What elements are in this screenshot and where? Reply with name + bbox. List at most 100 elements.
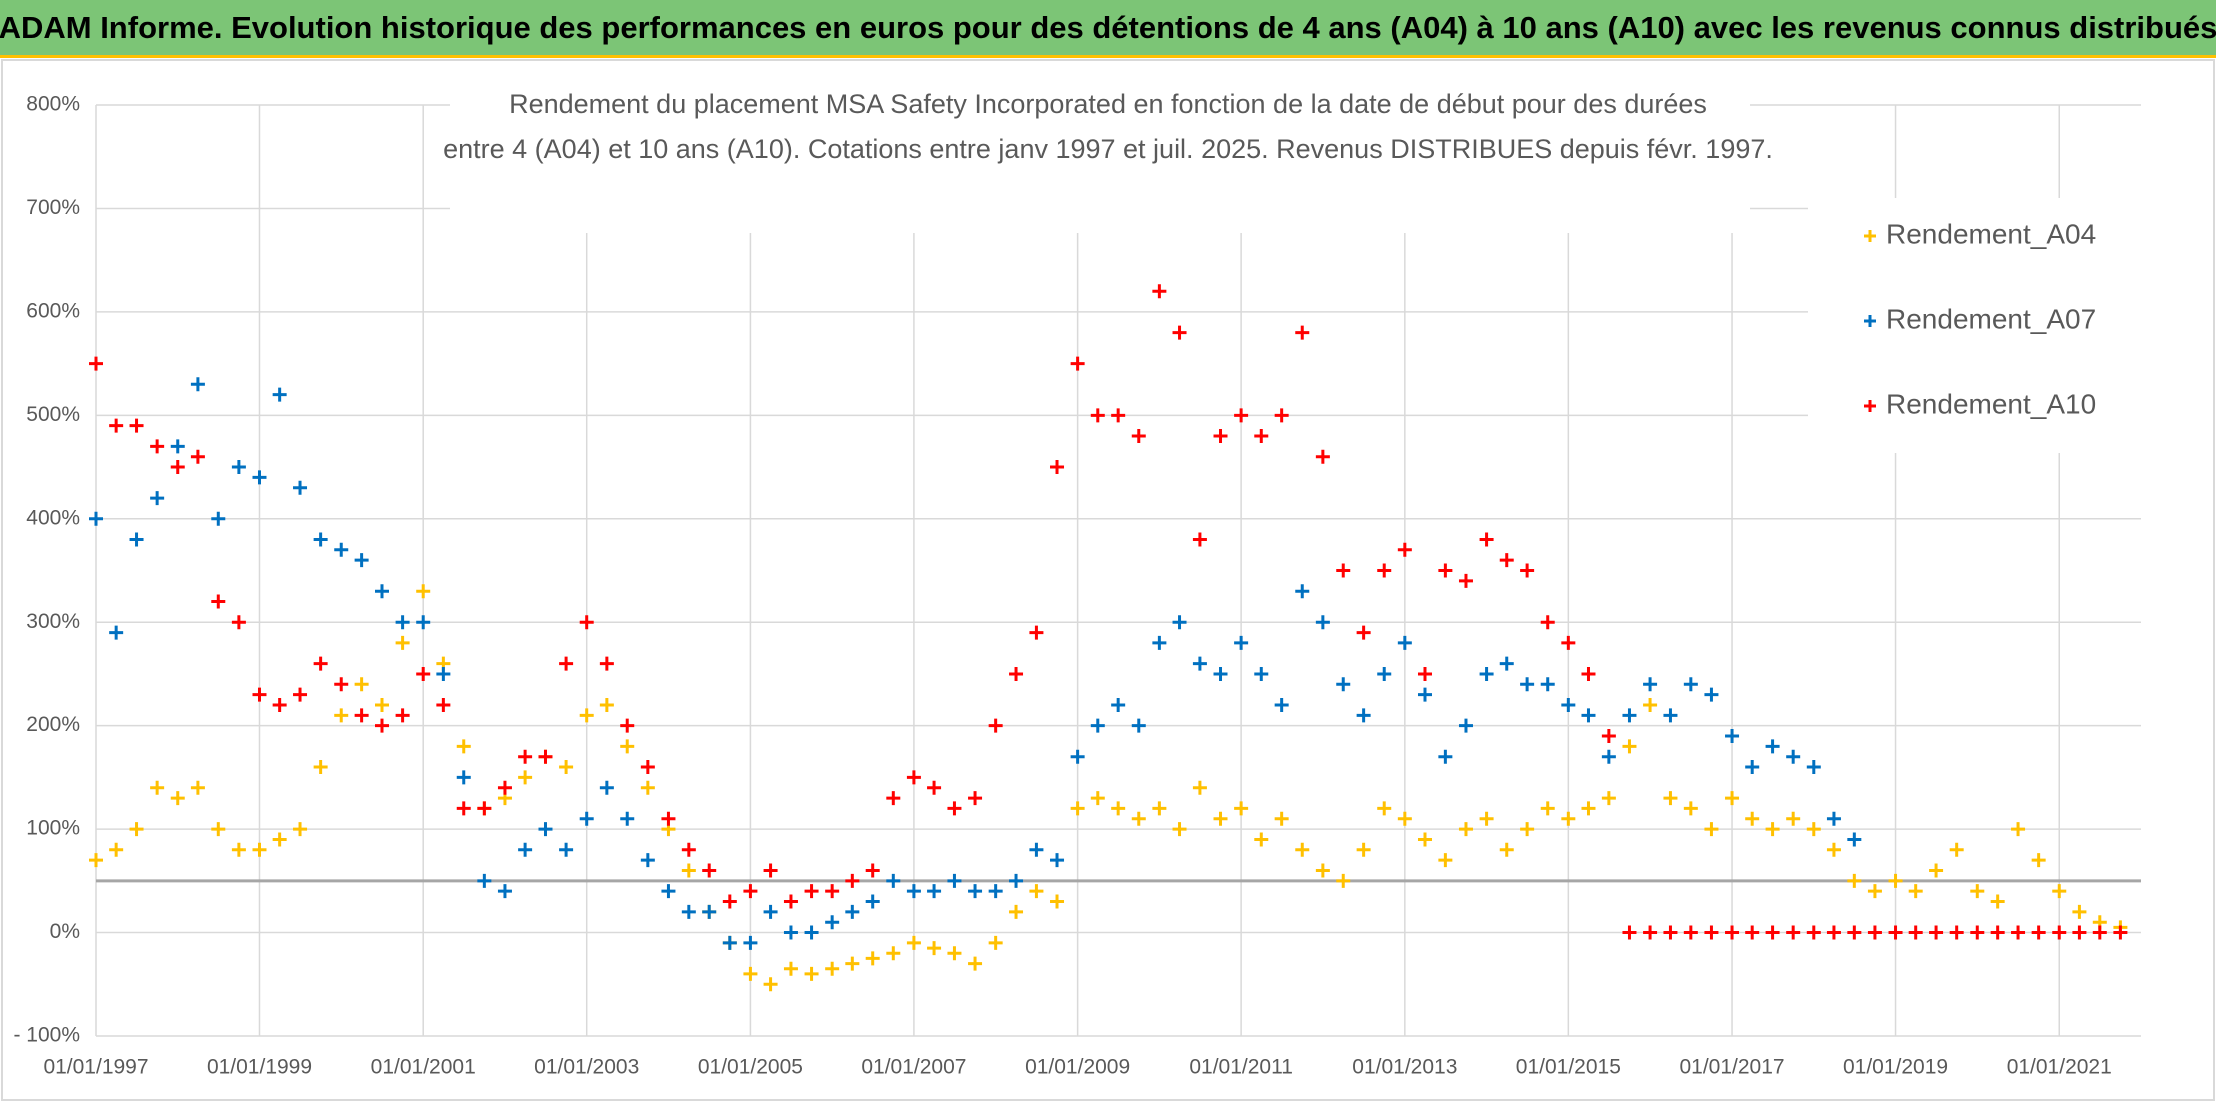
- data-point: [1397, 542, 1412, 557]
- data-point: [865, 951, 880, 966]
- data-point: [109, 625, 124, 640]
- data-point: [620, 739, 635, 754]
- data-point: [947, 801, 962, 816]
- data-point: [1234, 408, 1249, 423]
- data-point: [1295, 584, 1310, 599]
- data-point: [2072, 904, 2087, 919]
- chart-title: Rendement du placement MSA Safety Incorp…: [509, 89, 1707, 119]
- legend-marker: [1864, 400, 1876, 412]
- data-point: [599, 697, 614, 712]
- data-point: [1725, 791, 1740, 806]
- data-point: [1213, 429, 1228, 444]
- data-point: [825, 961, 840, 976]
- data-point: [1601, 729, 1616, 744]
- data-point: [1663, 791, 1678, 806]
- data-point: [825, 884, 840, 899]
- data-point: [1765, 822, 1780, 837]
- data-point: [1806, 822, 1821, 837]
- data-point: [252, 842, 267, 857]
- data-point: [375, 697, 389, 712]
- data-point: [1704, 822, 1719, 837]
- data-point: [1234, 801, 1249, 816]
- x-tick-label: 01/01/1999: [207, 1056, 312, 1079]
- x-tick-label: 01/01/2021: [2007, 1056, 2112, 1079]
- legend-label: Rendement_A04: [1886, 218, 2096, 249]
- y-tick-label: 500%: [26, 403, 80, 426]
- data-point: [1377, 801, 1392, 816]
- data-point: [1438, 853, 1453, 868]
- data-point: [1806, 760, 1821, 775]
- y-tick-label: 700%: [26, 196, 80, 219]
- data-point: [2113, 925, 2128, 940]
- legend-label: Rendement_A07: [1886, 303, 2096, 334]
- x-tick-label: 01/01/2005: [698, 1056, 803, 1079]
- data-point: [313, 656, 328, 671]
- data-point: [1581, 708, 1596, 723]
- data-point: [211, 511, 226, 526]
- data-point: [1540, 615, 1555, 630]
- data-point: [293, 687, 308, 702]
- data-point: [1131, 811, 1146, 826]
- y-tick-label: 0%: [50, 920, 80, 943]
- data-point: [886, 946, 901, 961]
- data-point: [518, 749, 533, 764]
- data-point: [579, 708, 594, 723]
- legend-marker: [1864, 315, 1876, 327]
- data-point: [1131, 718, 1146, 733]
- data-point: [1704, 925, 1719, 940]
- data-point: [1806, 925, 1821, 940]
- data-point: [375, 584, 389, 599]
- data-point: [906, 935, 921, 950]
- data-point: [1458, 718, 1473, 733]
- data-point: [170, 460, 185, 475]
- data-point: [968, 884, 983, 899]
- data-point: [354, 708, 369, 723]
- data-point: [1417, 832, 1432, 847]
- data-point: [1847, 832, 1862, 847]
- data-point: [1601, 791, 1616, 806]
- data-point: [1867, 884, 1882, 899]
- data-point: [804, 884, 819, 899]
- x-tick-label: 01/01/2013: [1352, 1056, 1457, 1079]
- data-point: [1336, 873, 1351, 888]
- data-point: [886, 873, 901, 888]
- data-point: [1725, 729, 1740, 744]
- data-point: [1479, 666, 1494, 681]
- data-point: [456, 801, 471, 816]
- data-point: [190, 449, 205, 464]
- data-point: [559, 656, 574, 671]
- data-point: [1336, 677, 1351, 692]
- data-point: [1009, 904, 1024, 919]
- x-tick-label: 01/01/2009: [1025, 1056, 1130, 1079]
- data-point: [477, 873, 492, 888]
- x-tick-label: 01/01/2007: [861, 1056, 966, 1079]
- data-point: [1826, 925, 1841, 940]
- data-point: [150, 439, 165, 454]
- data-point: [1929, 925, 1944, 940]
- data-point: [927, 780, 942, 795]
- data-point: [1561, 811, 1576, 826]
- data-point: [1152, 284, 1167, 299]
- data-point: [293, 480, 308, 495]
- data-point: [231, 460, 246, 475]
- data-point: [1847, 873, 1862, 888]
- data-point: [354, 553, 369, 568]
- data-point: [988, 935, 1003, 950]
- data-point: [456, 770, 471, 785]
- data-point: [1029, 842, 1044, 857]
- data-point: [1070, 801, 1085, 816]
- data-point: [1213, 666, 1228, 681]
- data-point: [334, 708, 349, 723]
- data-point: [89, 853, 103, 868]
- x-tick-label: 01/01/2011: [1189, 1056, 1293, 1079]
- data-point: [640, 760, 655, 775]
- data-point: [1172, 822, 1187, 837]
- data-point: [190, 780, 205, 795]
- data-point: [1745, 925, 1760, 940]
- data-point: [395, 615, 410, 630]
- data-point: [1254, 429, 1269, 444]
- data-point: [1315, 449, 1330, 464]
- data-point: [313, 532, 328, 547]
- data-point: [1908, 884, 1923, 899]
